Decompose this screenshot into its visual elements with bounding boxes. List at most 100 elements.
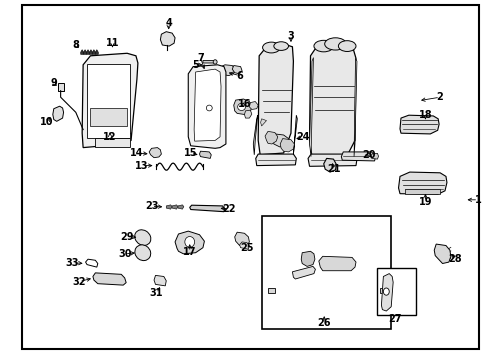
Text: 32: 32 bbox=[72, 276, 86, 287]
Polygon shape bbox=[272, 134, 289, 147]
Polygon shape bbox=[53, 106, 63, 121]
Ellipse shape bbox=[184, 237, 194, 247]
Polygon shape bbox=[267, 288, 274, 293]
Ellipse shape bbox=[313, 40, 333, 52]
Polygon shape bbox=[255, 154, 296, 166]
Ellipse shape bbox=[135, 245, 150, 261]
Text: 17: 17 bbox=[183, 247, 196, 257]
Polygon shape bbox=[258, 44, 293, 155]
Polygon shape bbox=[249, 102, 258, 109]
Polygon shape bbox=[380, 288, 386, 293]
Polygon shape bbox=[292, 266, 315, 279]
Polygon shape bbox=[175, 231, 204, 254]
Polygon shape bbox=[92, 50, 95, 54]
Text: 28: 28 bbox=[447, 254, 461, 264]
Ellipse shape bbox=[135, 230, 150, 246]
Text: 26: 26 bbox=[317, 318, 330, 328]
Ellipse shape bbox=[273, 42, 288, 50]
Text: 27: 27 bbox=[387, 314, 401, 324]
Text: 29: 29 bbox=[120, 231, 134, 242]
Text: 4: 4 bbox=[165, 18, 172, 28]
Polygon shape bbox=[219, 65, 234, 76]
Polygon shape bbox=[280, 139, 294, 152]
Ellipse shape bbox=[262, 42, 280, 53]
Polygon shape bbox=[93, 273, 126, 285]
Polygon shape bbox=[318, 256, 355, 271]
Text: 22: 22 bbox=[222, 204, 235, 214]
Polygon shape bbox=[239, 242, 249, 249]
Text: 30: 30 bbox=[118, 249, 131, 259]
Polygon shape bbox=[398, 172, 446, 194]
Polygon shape bbox=[178, 205, 183, 209]
Text: 7: 7 bbox=[197, 53, 203, 63]
Polygon shape bbox=[307, 154, 356, 166]
Ellipse shape bbox=[237, 103, 245, 111]
Text: 6: 6 bbox=[236, 71, 243, 81]
Text: 2: 2 bbox=[436, 92, 443, 102]
Polygon shape bbox=[253, 115, 257, 155]
Polygon shape bbox=[341, 152, 375, 161]
Polygon shape bbox=[293, 115, 297, 155]
Bar bbox=[87, 64, 130, 138]
Text: 21: 21 bbox=[326, 164, 340, 174]
Text: 5: 5 bbox=[192, 60, 199, 70]
Polygon shape bbox=[81, 50, 83, 54]
Text: 25: 25 bbox=[240, 243, 253, 253]
Text: 16: 16 bbox=[237, 99, 251, 109]
Polygon shape bbox=[166, 205, 172, 209]
Polygon shape bbox=[172, 205, 178, 209]
Text: 13: 13 bbox=[135, 161, 148, 171]
Bar bbox=[261, 216, 390, 329]
Polygon shape bbox=[194, 69, 221, 141]
Polygon shape bbox=[353, 58, 356, 157]
Text: 14: 14 bbox=[130, 148, 143, 158]
Polygon shape bbox=[309, 58, 313, 157]
Text: 11: 11 bbox=[105, 38, 119, 48]
Polygon shape bbox=[301, 251, 314, 266]
Ellipse shape bbox=[383, 288, 388, 295]
Polygon shape bbox=[199, 151, 211, 158]
Text: 10: 10 bbox=[40, 117, 53, 127]
Bar bbox=[90, 108, 127, 126]
Ellipse shape bbox=[206, 105, 212, 111]
Polygon shape bbox=[188, 65, 225, 148]
Text: 9: 9 bbox=[50, 78, 57, 88]
Bar bbox=[376, 268, 415, 315]
Polygon shape bbox=[309, 40, 355, 157]
Text: 18: 18 bbox=[418, 110, 431, 120]
Text: 3: 3 bbox=[287, 31, 294, 41]
Text: 8: 8 bbox=[72, 40, 79, 50]
Polygon shape bbox=[154, 275, 166, 286]
Polygon shape bbox=[160, 32, 175, 46]
Text: 24: 24 bbox=[296, 132, 309, 142]
Polygon shape bbox=[233, 99, 251, 114]
Text: 31: 31 bbox=[149, 288, 163, 298]
Polygon shape bbox=[399, 115, 438, 134]
Polygon shape bbox=[83, 50, 86, 54]
Polygon shape bbox=[260, 119, 266, 126]
Text: 33: 33 bbox=[65, 258, 79, 268]
Polygon shape bbox=[234, 232, 249, 246]
Text: 20: 20 bbox=[362, 150, 375, 160]
Ellipse shape bbox=[324, 38, 346, 50]
Polygon shape bbox=[381, 274, 392, 311]
Polygon shape bbox=[82, 53, 138, 148]
Polygon shape bbox=[232, 66, 242, 74]
Polygon shape bbox=[149, 148, 161, 158]
Bar bbox=[404, 189, 439, 194]
Ellipse shape bbox=[338, 41, 355, 51]
Polygon shape bbox=[264, 131, 277, 144]
Polygon shape bbox=[371, 153, 378, 159]
Polygon shape bbox=[95, 50, 98, 54]
Polygon shape bbox=[86, 50, 89, 54]
Polygon shape bbox=[89, 50, 92, 54]
Polygon shape bbox=[433, 244, 450, 264]
Text: 1: 1 bbox=[474, 195, 481, 205]
Ellipse shape bbox=[213, 60, 217, 64]
Polygon shape bbox=[95, 138, 129, 147]
Polygon shape bbox=[203, 60, 215, 63]
Polygon shape bbox=[58, 83, 63, 91]
Polygon shape bbox=[189, 205, 224, 212]
Text: 12: 12 bbox=[103, 132, 117, 142]
Text: 19: 19 bbox=[418, 197, 431, 207]
